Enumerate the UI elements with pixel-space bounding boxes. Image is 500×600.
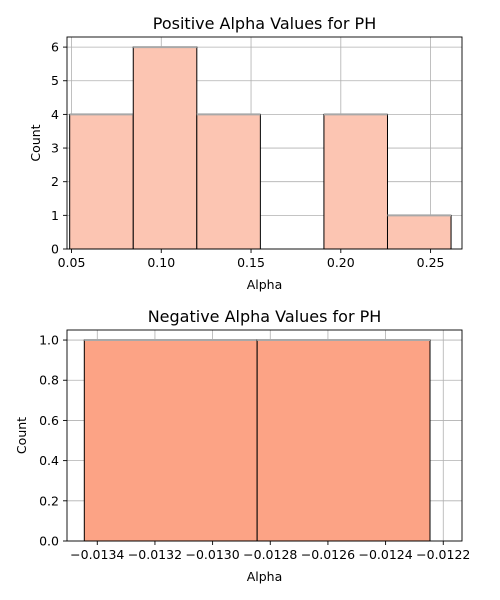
x-tick-label: −0.0134	[70, 547, 124, 562]
y-axis-label: Count	[14, 417, 29, 454]
y-tick-label: 1	[51, 208, 59, 223]
histogram-bar	[386, 214, 452, 250]
y-tick-label: 5	[51, 73, 59, 88]
x-tick-label: −0.0128	[243, 547, 297, 562]
chart-title: Negative Alpha Values for PH	[148, 307, 382, 326]
x-axis-label: Alpha	[247, 277, 283, 292]
axes-frame	[66, 329, 463, 542]
histogram-bar	[83, 339, 258, 542]
histogram-bar	[323, 113, 388, 250]
histogram-bar	[132, 46, 198, 250]
y-tick-label: 0.0	[39, 534, 59, 549]
y-tick-label: 4	[51, 107, 59, 122]
x-tick-label: −0.0132	[128, 547, 182, 562]
x-tick-label: 0.20	[327, 255, 355, 270]
y-axis-label: Count	[28, 124, 43, 161]
x-tick-label: −0.0126	[301, 547, 355, 562]
x-tick-label: 0.15	[237, 255, 265, 270]
y-tick-label: 0.2	[39, 493, 59, 508]
y-tick-label: 0	[51, 242, 59, 257]
y-tick-label: 0.4	[39, 453, 59, 468]
y-tick-label: 3	[51, 141, 59, 156]
y-tick-label: 0.8	[39, 373, 59, 388]
chart-title: Positive Alpha Values for PH	[153, 14, 376, 33]
x-tick-label: −0.0124	[358, 547, 412, 562]
axes-frame	[66, 36, 463, 250]
x-tick-label: 0.05	[58, 255, 86, 270]
x-tick-label: −0.0122	[416, 547, 470, 562]
x-axis-label: Alpha	[247, 569, 283, 584]
y-tick-label: 2	[51, 174, 59, 189]
y-tick-label: 0.6	[39, 413, 59, 428]
x-tick-label: −0.0130	[185, 547, 239, 562]
x-tick-label: 0.25	[417, 255, 445, 270]
histogram-bar	[196, 113, 261, 250]
histogram-bar	[256, 339, 431, 542]
y-tick-label: 6	[51, 40, 59, 55]
positive-alpha-histogram: 0.05 0.10 0.15 0.20 0.25 0 1 2 3 4 5 6 Positive Alph…	[28, 14, 463, 292]
x-tick-label: 0.10	[147, 255, 175, 270]
y-tick-label: 1.0	[39, 333, 59, 348]
histogram-bar	[69, 113, 134, 250]
negative-alpha-histogram: −0.0134 −0.0132 −0.0130 −0.0128 −0.0126 −0.01…	[14, 307, 470, 584]
